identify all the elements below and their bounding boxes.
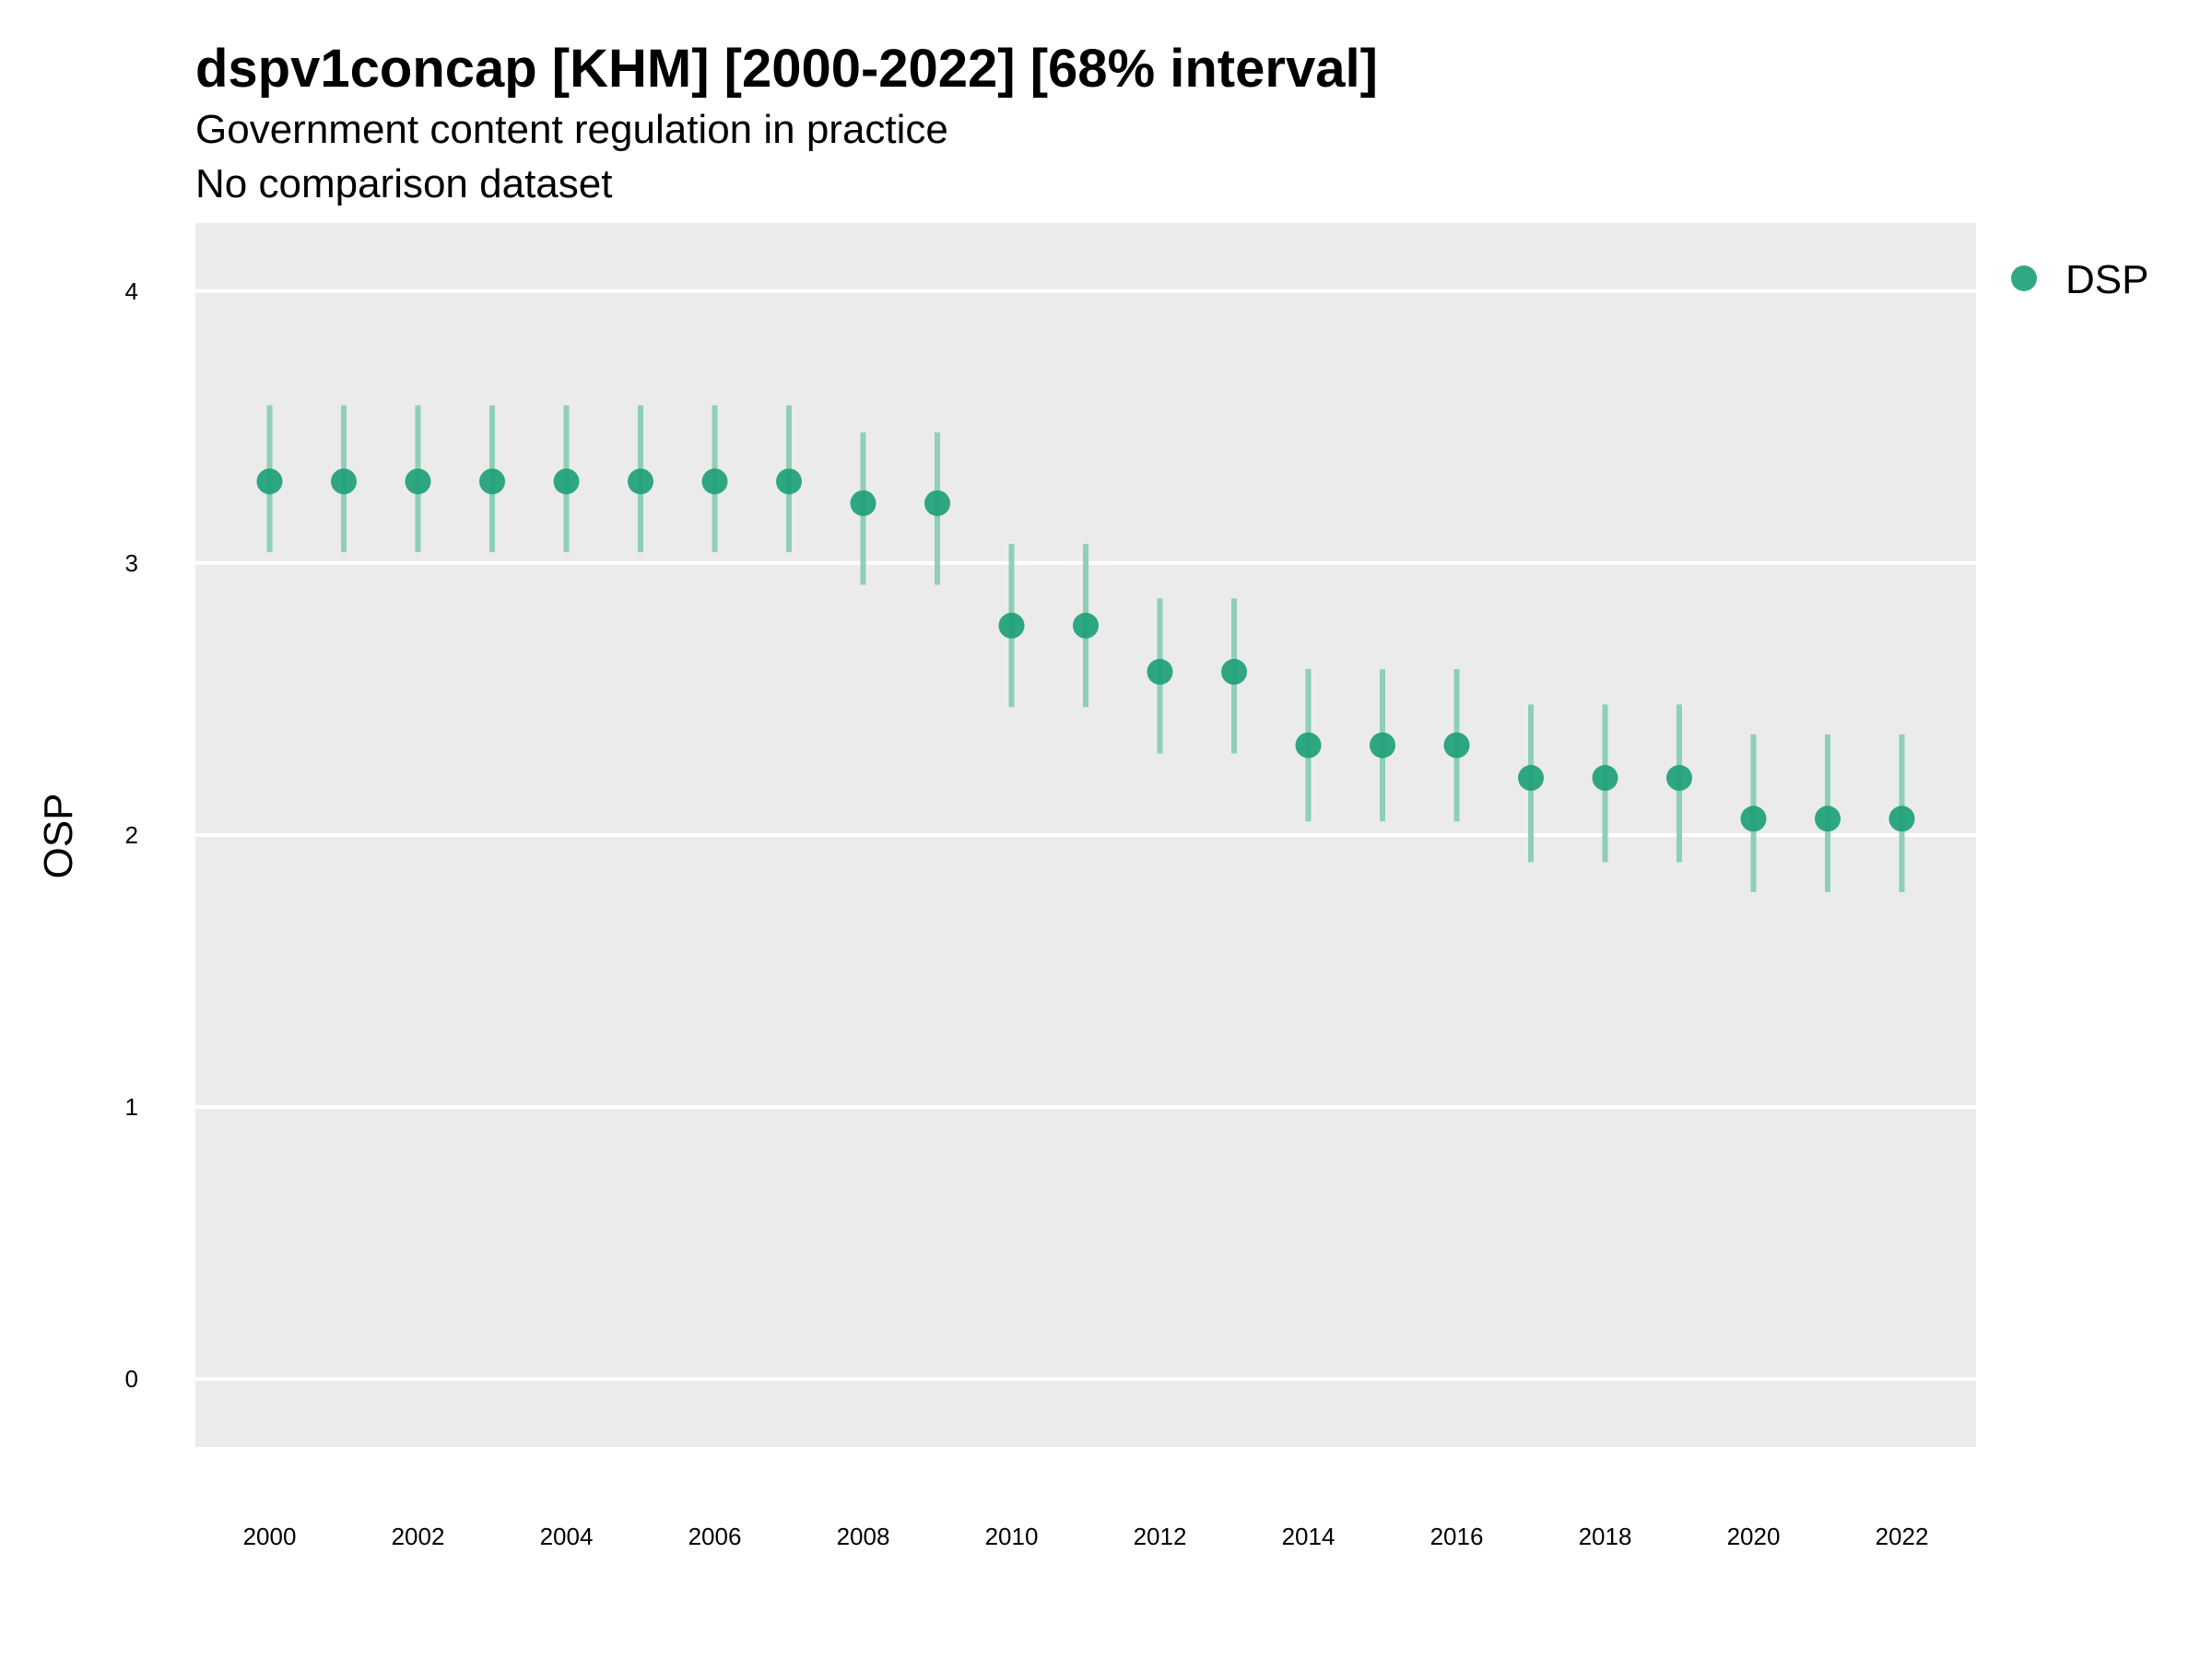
y-tick-label: 0 (125, 1365, 138, 1393)
x-axis-ticks: 2000 2002 2004 2006 2008 2010 2012 2014 2016 2018… (243, 1523, 1929, 1550)
x-tick-label: 2012 (1134, 1523, 1187, 1550)
x-tick-label: 2006 (688, 1523, 742, 1550)
data-point (1666, 765, 1692, 792)
data-point (1147, 658, 1173, 685)
y-tick-label: 1 (125, 1093, 138, 1121)
data-point (1073, 612, 1099, 639)
data-point (998, 612, 1025, 639)
data-point (1443, 732, 1470, 759)
legend-label-dsp: DSP (2065, 257, 2148, 302)
data-point (331, 468, 357, 495)
y-tick-label: 2 (125, 821, 138, 849)
data-point (701, 468, 728, 495)
x-tick-label: 2016 (1430, 1523, 1484, 1550)
data-point (1888, 806, 1915, 832)
data-point (1370, 732, 1395, 759)
data-points (256, 468, 1915, 832)
x-tick-label: 2008 (837, 1523, 890, 1550)
y-axis-ticks: 0 1 2 3 4 (125, 277, 138, 1393)
data-point (628, 468, 653, 495)
y-tick-label: 4 (125, 277, 138, 305)
y-axis-label: OSP (36, 794, 81, 879)
data-point (479, 468, 505, 495)
data-point (1295, 732, 1322, 759)
y-tick-label: 3 (125, 549, 138, 577)
data-point (1740, 806, 1767, 832)
x-tick-label: 2004 (540, 1523, 594, 1550)
chart-subtitle-2: No comparison dataset (195, 161, 612, 206)
x-tick-label: 2002 (392, 1523, 445, 1550)
x-tick-label: 2000 (243, 1523, 297, 1550)
data-point (1815, 806, 1841, 832)
x-tick-label: 2018 (1579, 1523, 1632, 1550)
legend-marker-dsp (2011, 265, 2037, 291)
data-point (1592, 765, 1618, 792)
x-tick-label: 2010 (985, 1523, 1039, 1550)
data-point (924, 489, 950, 516)
chart-title: dspv1concap [KHM] [2000-2022] [68% inter… (195, 39, 1378, 99)
data-point (776, 468, 802, 495)
data-point (553, 468, 580, 495)
data-point (256, 468, 283, 495)
x-tick-label: 2014 (1282, 1523, 1335, 1550)
x-tick-label: 2022 (1876, 1523, 1929, 1550)
legend: DSP (2011, 257, 2148, 302)
data-point (1221, 658, 1247, 685)
data-point (850, 489, 877, 516)
data-point (405, 468, 431, 495)
chart-subtitle: Government content regulation in practic… (195, 107, 948, 152)
data-point (1518, 765, 1544, 792)
x-tick-label: 2020 (1727, 1523, 1781, 1550)
